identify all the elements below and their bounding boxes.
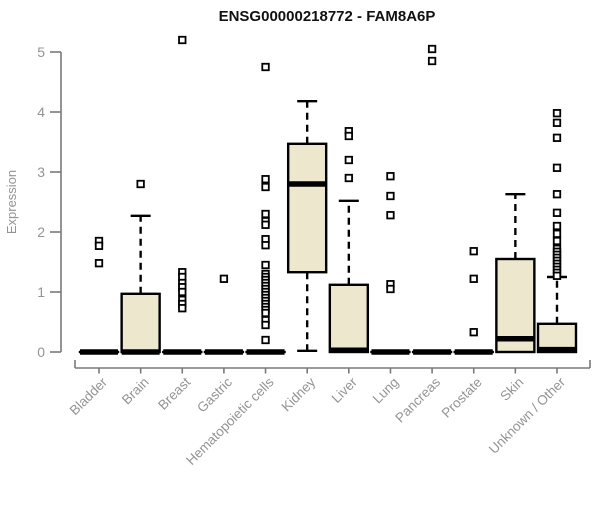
outlier-point (387, 193, 394, 200)
x-tick-label: Bladder (67, 374, 111, 418)
chart-title: ENSG00000218772 - FAM8A6P (219, 8, 436, 25)
outlier-point (554, 135, 561, 142)
outlier-point (470, 248, 477, 255)
x-tick-label: Pancreas (392, 374, 443, 425)
outlier-point (262, 211, 269, 218)
x-tick-label: Breast (155, 374, 193, 412)
x-tick-label: Lung (370, 375, 402, 407)
outlier-point (554, 238, 561, 245)
y-tick-label: 1 (37, 284, 45, 300)
outlier-point (179, 305, 186, 312)
outlier-point (387, 173, 394, 180)
outlier-point (554, 165, 561, 172)
outlier-point (262, 262, 269, 269)
outlier-point (96, 260, 103, 267)
outlier-point (554, 191, 561, 198)
y-axis-title: Expression (4, 170, 19, 234)
box (330, 285, 368, 352)
x-tick-label: Liver (329, 374, 361, 406)
outlier-point (554, 110, 561, 117)
y-tick-label: 0 (37, 344, 45, 360)
outlier-point (429, 46, 436, 53)
y-tick-label: 4 (37, 104, 45, 120)
outlier-point (554, 210, 561, 217)
outlier-point (346, 133, 353, 140)
outlier-point (346, 175, 353, 182)
outlier-point (554, 273, 561, 280)
outlier-point (96, 243, 103, 250)
outlier-point (262, 184, 269, 191)
x-tick-label: Prostate (439, 375, 485, 421)
outlier-point (387, 286, 394, 293)
outlier-point (262, 242, 269, 249)
x-tick-label: Brain (119, 375, 152, 408)
outlier-point (470, 329, 477, 336)
outlier-point (554, 231, 561, 238)
outlier-point (262, 64, 269, 71)
outlier-point (179, 289, 186, 296)
outlier-point (221, 276, 228, 283)
y-tick-label: 3 (37, 164, 45, 180)
outlier-point (554, 120, 561, 127)
x-tick-label: Skin (497, 375, 526, 404)
outlier-point (262, 176, 269, 183)
box (122, 294, 160, 352)
outlier-point (346, 157, 353, 164)
outlier-point (387, 212, 394, 219)
y-tick-label: 2 (37, 224, 45, 240)
outlier-point (179, 37, 186, 44)
x-tick-label: Gastric (194, 374, 235, 415)
outlier-point (262, 337, 269, 344)
x-tick-label: Kidney (279, 374, 319, 414)
outlier-point (470, 276, 477, 283)
outlier-point (137, 181, 144, 188)
outlier-point (262, 310, 269, 317)
outlier-point (429, 58, 436, 65)
y-tick-label: 5 (37, 44, 45, 60)
box (288, 144, 326, 272)
outlier-point (262, 222, 269, 229)
outlier-point (262, 322, 269, 329)
outlier-point (554, 223, 561, 230)
x-tick-label: Unknown / Other (486, 374, 569, 457)
